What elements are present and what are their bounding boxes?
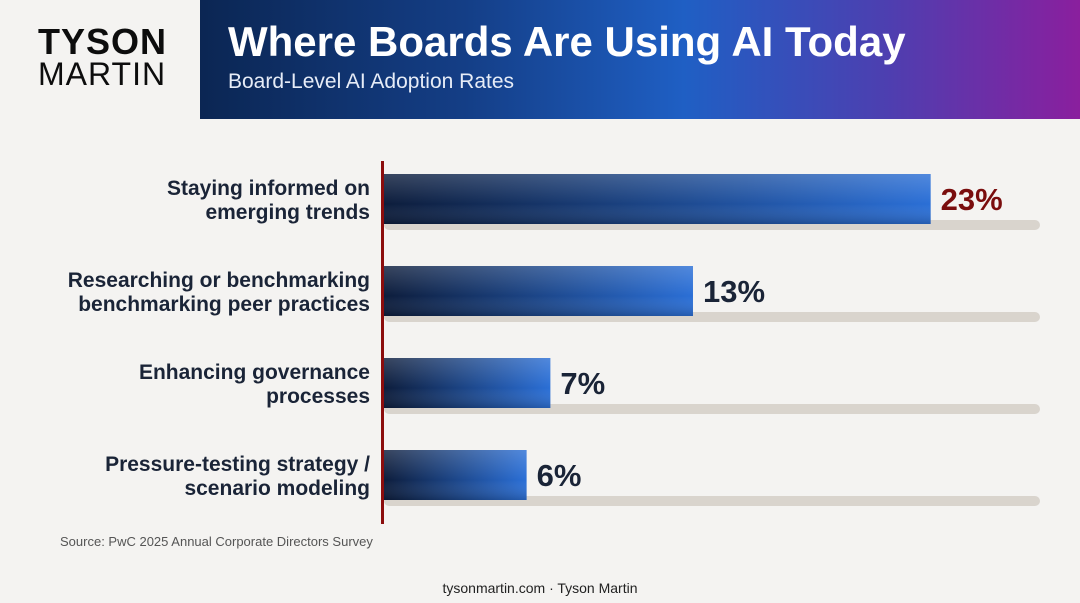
category-label: processes (266, 385, 370, 408)
category-label: Pressure-testing strategy / (105, 453, 370, 476)
source-note: Source: PwC 2025 Annual Corporate Direct… (60, 534, 373, 549)
data-label: 23% (941, 182, 1003, 217)
bar-shading (384, 358, 551, 408)
bar-track (384, 496, 1040, 506)
category-label: Staying informed on (167, 177, 370, 200)
bar-shading (384, 174, 931, 224)
data-label: 13% (703, 274, 765, 309)
page-subtitle: Board-Level AI Adoption Rates (228, 70, 515, 93)
brand-logo: TYSON MARTIN (0, 0, 200, 119)
bar-shading (384, 266, 693, 316)
data-label: 7% (560, 366, 605, 401)
category-label: benchmarking peer practices (78, 293, 370, 316)
brand-logo-line1: TYSON (38, 21, 168, 62)
header-banner: Where Boards Are Using AI Today Board-Le… (200, 0, 1080, 119)
category-label: emerging trends (205, 201, 370, 224)
category-label: scenario modeling (184, 477, 370, 500)
category-label: Enhancing governance (139, 361, 370, 384)
footer-credit: tysonmartin.com · Tyson Martin (442, 580, 638, 596)
category-label: Researching or benchmarking (68, 269, 370, 292)
bar-shading (384, 450, 527, 500)
page-title: Where Boards Are Using AI Today (228, 18, 906, 65)
y-axis-line (381, 161, 384, 524)
brand-logo-line2: MARTIN (38, 56, 167, 92)
data-label: 6% (537, 458, 582, 493)
